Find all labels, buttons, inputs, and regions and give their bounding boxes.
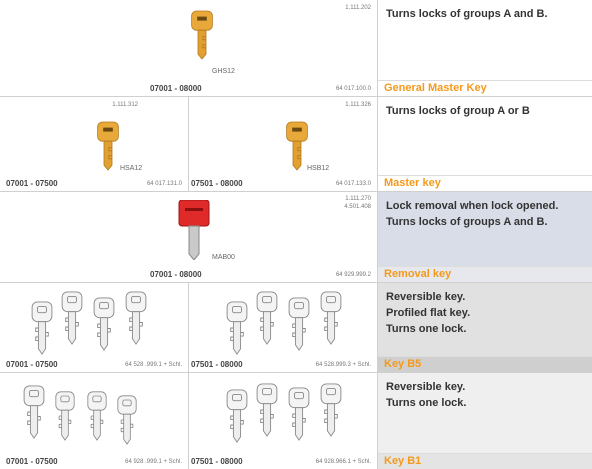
info: Reversible key. Profiled flat key. Turns o… bbox=[378, 283, 592, 372]
code: 1.111.270 4.501.408 bbox=[344, 195, 371, 211]
info: Reversible key. Turns one lock. Key B1 bbox=[378, 373, 592, 469]
description: Reversible key. Turns one lock. bbox=[386, 379, 466, 411]
key-name: Key B1 bbox=[378, 453, 592, 469]
range: 07001 - 08000 bbox=[150, 270, 202, 279]
article: 64 928 .999.1 + Schl. bbox=[125, 459, 182, 465]
key-icon bbox=[286, 121, 308, 171]
code: 1.111.202 bbox=[345, 5, 371, 11]
model: HSB12 bbox=[307, 165, 330, 172]
article: 64 017.131.0 bbox=[146, 181, 182, 187]
model: HSA12 bbox=[120, 165, 143, 172]
line: Turns one lock. bbox=[386, 323, 467, 335]
key-group bbox=[23, 385, 137, 445]
key-cell: 07501 - 08000 64 928.966.1 + Schl. bbox=[189, 373, 378, 469]
row: 1.111.202 GHS12 07001 - 08000 64 017.100… bbox=[0, 0, 592, 97]
info: Turns locks of groups A and B. General M… bbox=[378, 0, 592, 96]
key-cell: 1.111.312 HSA12 07001 - 07500 64 017.131… bbox=[0, 97, 189, 191]
range: 07001 - 07500 bbox=[6, 179, 58, 188]
row: 07001 - 07500 64 928 .999.1 + Schl. 0750… bbox=[0, 373, 592, 469]
line: 4.501.408 bbox=[344, 204, 371, 210]
range: 07501 - 08000 bbox=[191, 457, 243, 466]
key-cell: 1.111.202 GHS12 07001 - 08000 64 017.100… bbox=[0, 0, 378, 96]
article: 64 017.100.0 bbox=[335, 86, 371, 92]
info: Lock removal when lock opened. Turns lock… bbox=[378, 192, 592, 282]
line: 1.111.270 bbox=[345, 196, 371, 202]
line: Profiled flat key. bbox=[386, 307, 471, 319]
key-cell: 1.111.326 HSB12 07501 - 08000 64 017.133… bbox=[189, 97, 378, 191]
key-name: General Master Key bbox=[378, 80, 592, 96]
article: 64 528 .999.1 + Schl. bbox=[125, 362, 182, 368]
description: Lock removal when lock opened. Turns lock… bbox=[386, 198, 558, 230]
info: Turns locks of group A or B Master key bbox=[378, 97, 592, 191]
line: Reversible key. bbox=[386, 291, 466, 303]
row: 1.111.270 4.501.408 MAB00 07001 - 08000 6… bbox=[0, 192, 592, 283]
description: Turns locks of group A or B bbox=[386, 103, 530, 119]
article: 64 928.966.1 + Schl. bbox=[315, 459, 371, 465]
model: GHS12 bbox=[212, 68, 235, 75]
description: Reversible key. Profiled flat key. Turns o… bbox=[386, 289, 470, 337]
key-icon bbox=[178, 200, 210, 260]
key-icon bbox=[191, 10, 213, 60]
row: 1.111.312 HSA12 07001 - 07500 64 017.131… bbox=[0, 97, 592, 192]
key-icon bbox=[97, 121, 119, 171]
code: 1.111.312 bbox=[112, 102, 138, 108]
range: 07001 - 07500 bbox=[6, 457, 58, 466]
key-cell: 07501 - 08000 64 528.999.3 + Schl. bbox=[189, 283, 378, 372]
key-group bbox=[226, 383, 342, 443]
description: Turns locks of groups A and B. bbox=[386, 6, 548, 22]
line: Reversible key. bbox=[386, 381, 466, 393]
code: 1.111.326 bbox=[345, 102, 371, 108]
line: Lock removal when lock opened. bbox=[386, 200, 559, 212]
key-name: Removal key bbox=[378, 266, 592, 282]
range: 07501 - 08000 bbox=[191, 179, 243, 188]
model: MAB00 bbox=[212, 254, 235, 261]
range: 07001 - 08000 bbox=[150, 84, 202, 93]
line: Turns locks of groups A and B. bbox=[386, 8, 548, 20]
key-cell: 1.111.270 4.501.408 MAB00 07001 - 08000 6… bbox=[0, 192, 378, 282]
key-group bbox=[226, 291, 342, 355]
line: Turns one lock. bbox=[386, 397, 467, 409]
line: Turns locks of groups A and B. bbox=[386, 216, 548, 228]
key-name: Key B5 bbox=[378, 356, 592, 372]
key-group bbox=[31, 291, 147, 355]
range: 07001 - 07500 bbox=[6, 360, 58, 369]
key-cell: 07001 - 07500 64 528 .999.1 + Schl. bbox=[0, 283, 189, 372]
line: Turns locks of group A or B bbox=[386, 105, 530, 117]
range: 07501 - 08000 bbox=[191, 360, 243, 369]
row: 07001 - 07500 64 528 .999.1 + Schl. 0750… bbox=[0, 283, 592, 373]
article: 64 929.999.2 bbox=[335, 272, 371, 278]
article: 64 017.133.0 bbox=[335, 181, 371, 187]
key-name: Master key bbox=[378, 175, 592, 191]
key-cell: 07001 - 07500 64 928 .999.1 + Schl. bbox=[0, 373, 189, 469]
article: 64 528.999.3 + Schl. bbox=[315, 362, 371, 368]
